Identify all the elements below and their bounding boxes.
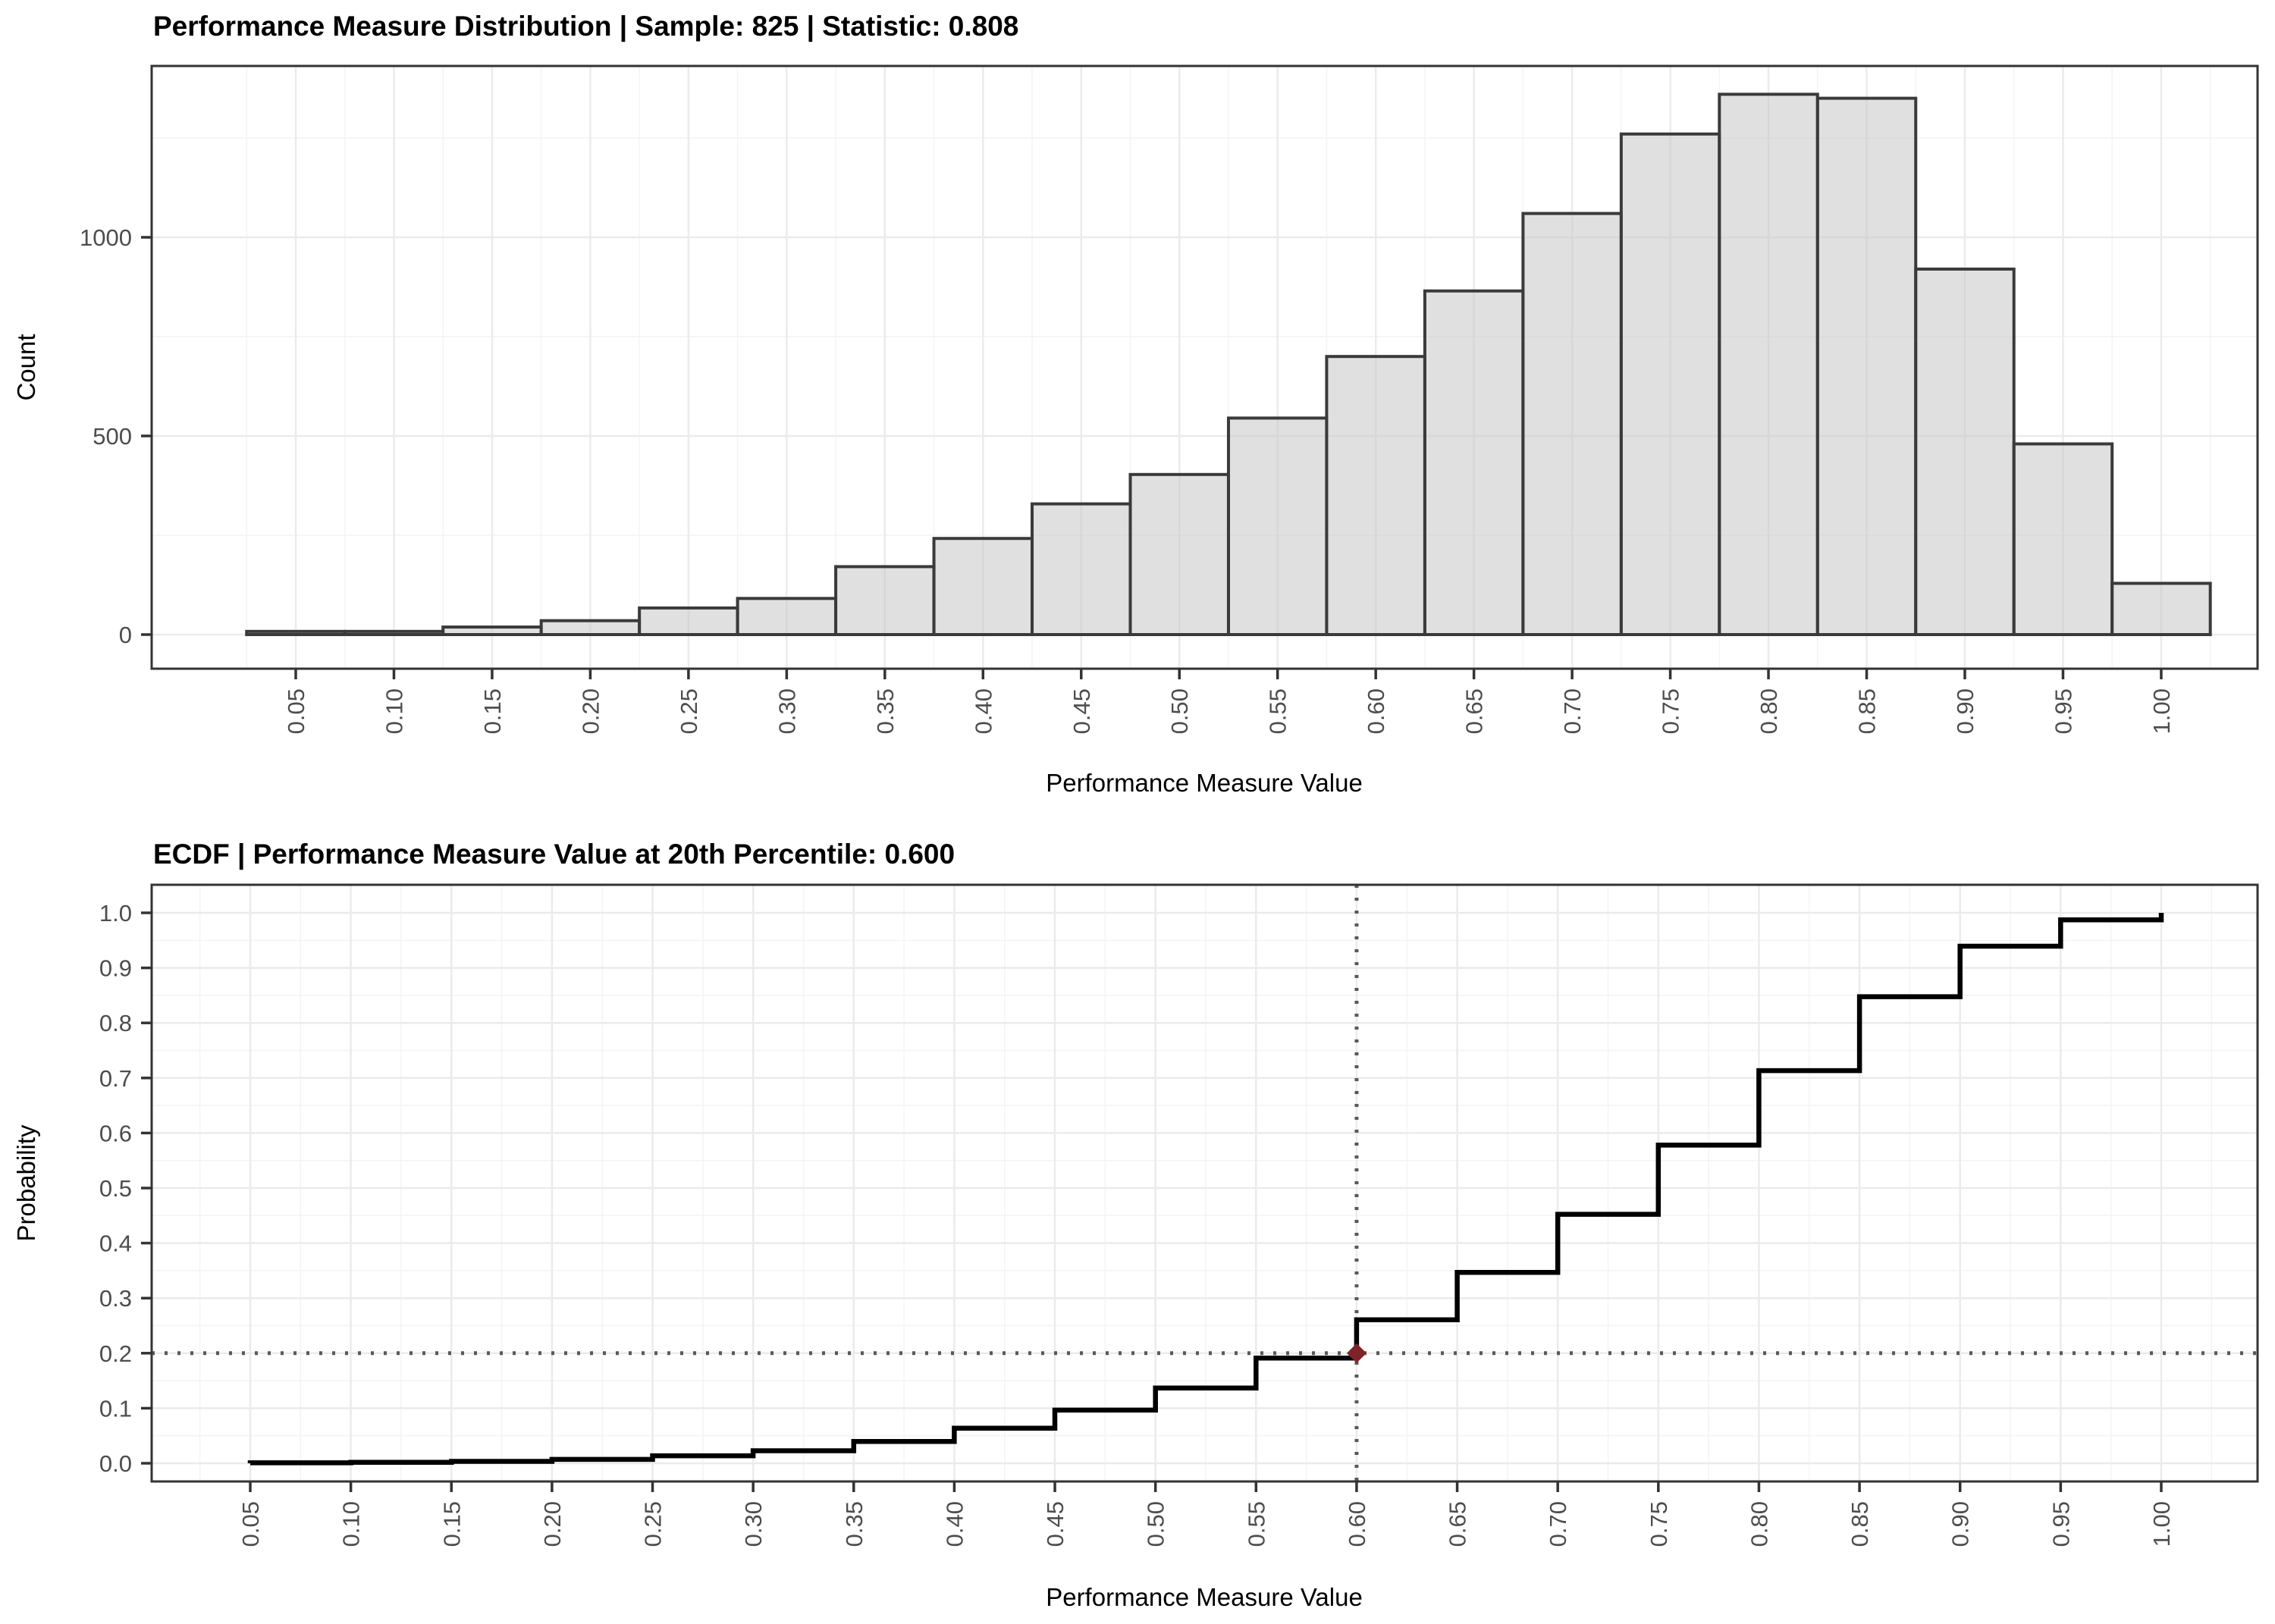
y-tick-label: 0.2 bbox=[99, 1340, 132, 1367]
x-tick-label: 0.45 bbox=[1042, 1501, 1068, 1547]
histogram-bar bbox=[1325, 355, 1426, 636]
x-tick-label: 1.00 bbox=[2148, 1501, 2175, 1547]
histogram-bar bbox=[1914, 267, 2016, 636]
x-tick-label: 0.85 bbox=[1854, 688, 1881, 734]
x-tick-label: 0.95 bbox=[2048, 1501, 2074, 1547]
x-tick-label: 0.05 bbox=[237, 1501, 264, 1547]
histogram-bar bbox=[2110, 582, 2212, 636]
ecdf-minor-grid bbox=[152, 885, 2258, 1481]
x-tick-label: 0.65 bbox=[1445, 1501, 1471, 1547]
ecdf-y-axis-title: Probability bbox=[12, 1124, 40, 1242]
x-tick-label: 0.95 bbox=[2050, 688, 2076, 734]
x-tick-label: 0.55 bbox=[1243, 1501, 1269, 1547]
x-tick-label: 0.75 bbox=[1646, 1501, 1672, 1547]
histogram-bar bbox=[539, 619, 642, 636]
histogram-bar bbox=[343, 629, 445, 636]
histogram-bar bbox=[1226, 416, 1329, 636]
x-tick-label: 0.60 bbox=[1344, 1501, 1370, 1547]
y-tick-label: 0.8 bbox=[99, 1010, 132, 1036]
x-tick-label: 0.70 bbox=[1559, 688, 1586, 734]
histogram-x-axis-title: Performance Measure Value bbox=[1046, 769, 1363, 797]
ecdf-major-grid bbox=[152, 885, 2258, 1481]
x-tick-label: 0.05 bbox=[283, 688, 309, 734]
x-tick-label: 0.70 bbox=[1545, 1501, 1571, 1547]
ecdf-axis-ticks bbox=[141, 911, 2163, 1492]
y-tick-label: 1000 bbox=[80, 224, 132, 251]
histogram-bar bbox=[1423, 289, 1525, 636]
histogram-bar bbox=[441, 625, 543, 637]
percentile-point bbox=[1346, 1343, 1367, 1363]
histogram-bar bbox=[2012, 442, 2114, 636]
histogram-bars bbox=[245, 92, 2212, 637]
y-tick-label: 0.7 bbox=[99, 1065, 132, 1092]
ecdf-step-line bbox=[247, 913, 2164, 1466]
histogram-y-axis-title: Count bbox=[12, 334, 40, 400]
x-tick-label: 0.50 bbox=[1143, 1501, 1169, 1547]
histogram-title: Performance Measure Distribution | Sampl… bbox=[153, 11, 1019, 42]
x-tick-label: 0.30 bbox=[774, 688, 800, 734]
x-tick-label: 0.80 bbox=[1756, 688, 1782, 734]
histogram-panel-border bbox=[150, 64, 2259, 670]
histogram-bar bbox=[1718, 92, 1819, 637]
x-tick-label: 1.00 bbox=[2148, 688, 2175, 734]
histogram-bar bbox=[1031, 502, 1132, 636]
y-tick-label: 0.3 bbox=[99, 1285, 132, 1312]
ecdf-tick-labels: 0.0 0.1 0.2 0.3 0.4 0.5 0.6 0.7 0.8 0.9 1.0 0.05 0.1… bbox=[99, 900, 2175, 1547]
histogram-bar bbox=[932, 537, 1034, 637]
y-tick-label: 0.6 bbox=[99, 1120, 132, 1146]
y-tick-label: 0.9 bbox=[99, 955, 132, 982]
x-tick-label: 0.85 bbox=[1847, 1501, 1873, 1547]
x-tick-label: 0.55 bbox=[1265, 688, 1291, 734]
y-tick-label: 0 bbox=[119, 622, 132, 648]
x-tick-label: 0.80 bbox=[1746, 1501, 1772, 1547]
histogram-tick-labels: 0 500 1000 0.05 0.10 0.15 0.20 0.25 0.30 0.35 0.40… bbox=[80, 224, 2175, 734]
histogram-bar bbox=[1128, 472, 1230, 636]
x-tick-label: 0.40 bbox=[941, 1501, 968, 1547]
x-tick-label: 0.90 bbox=[1952, 688, 1978, 734]
x-tick-label: 0.10 bbox=[381, 688, 407, 734]
histogram-bar bbox=[1521, 212, 1623, 636]
histogram-bar bbox=[736, 597, 838, 636]
histogram-axis-ticks bbox=[141, 236, 2163, 679]
histogram-bar bbox=[1619, 132, 1721, 636]
x-tick-label: 0.45 bbox=[1068, 688, 1095, 734]
ecdf-title: ECDF | Performance Measure Value at 20th… bbox=[153, 839, 956, 870]
x-tick-label: 0.65 bbox=[1461, 688, 1488, 734]
x-tick-label: 0.75 bbox=[1658, 688, 1684, 734]
y-tick-label: 0.0 bbox=[99, 1450, 132, 1477]
x-tick-label: 0.20 bbox=[577, 688, 604, 734]
y-tick-label: 0.4 bbox=[99, 1231, 132, 1257]
histogram-bar bbox=[834, 565, 936, 636]
ecdf-x-axis-title: Performance Measure Value bbox=[1046, 1583, 1363, 1611]
x-tick-label: 0.30 bbox=[740, 1501, 767, 1547]
histogram-chart: 0 500 1000 0.05 0.10 0.15 0.20 0.25 0.30 0.35 0.40… bbox=[12, 64, 2259, 797]
x-tick-label: 0.10 bbox=[338, 1501, 365, 1547]
histogram-bar bbox=[638, 606, 739, 637]
x-tick-label: 0.90 bbox=[1947, 1501, 1974, 1547]
histogram-bar bbox=[1815, 96, 1918, 637]
y-tick-label: 500 bbox=[93, 423, 132, 450]
ecdf-panel-border bbox=[150, 883, 2259, 1483]
y-tick-label: 0.1 bbox=[99, 1395, 132, 1422]
x-tick-label: 0.50 bbox=[1166, 688, 1193, 734]
x-tick-label: 0.20 bbox=[539, 1501, 566, 1547]
ecdf-chart: 0.0 0.1 0.2 0.3 0.4 0.5 0.6 0.7 0.8 0.9 1.0 0.05 0.1… bbox=[12, 883, 2259, 1611]
x-tick-label: 0.25 bbox=[676, 688, 702, 734]
x-tick-label: 0.35 bbox=[841, 1501, 868, 1547]
histogram-bar bbox=[245, 629, 347, 636]
y-tick-label: 1.0 bbox=[99, 900, 132, 926]
x-tick-label: 0.25 bbox=[640, 1501, 667, 1547]
x-tick-label: 0.15 bbox=[438, 1501, 465, 1547]
x-tick-label: 0.60 bbox=[1363, 688, 1389, 734]
x-tick-label: 0.40 bbox=[970, 688, 996, 734]
y-tick-label: 0.5 bbox=[99, 1175, 132, 1202]
x-tick-label: 0.15 bbox=[479, 688, 506, 734]
x-tick-label: 0.35 bbox=[872, 688, 899, 734]
